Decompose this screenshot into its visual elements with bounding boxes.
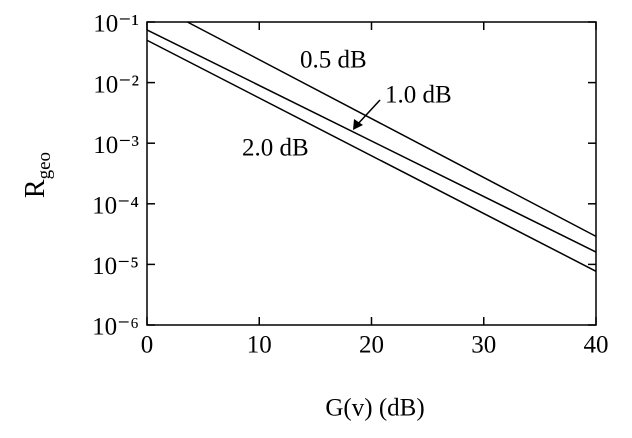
series-label: 2.0 dB bbox=[242, 135, 309, 162]
y-tick-label: 10⁻⁴ bbox=[92, 193, 139, 220]
y-axis-label: Rgeo bbox=[20, 152, 55, 198]
y-tick-label: 10⁻² bbox=[93, 71, 139, 98]
x-tick-label: 30 bbox=[471, 332, 496, 359]
annotation-arrowhead bbox=[353, 119, 363, 130]
x-tick-label: 20 bbox=[359, 332, 384, 359]
series-line bbox=[187, 21, 597, 238]
y-axis-label-main: R bbox=[20, 179, 51, 198]
plot-frame bbox=[146, 21, 597, 326]
y-axis-label-sub: geo bbox=[34, 152, 55, 179]
y-tick-label: 10⁻⁶ bbox=[92, 314, 139, 341]
x-tick-label: 10 bbox=[247, 332, 272, 359]
y-tick-label: 10⁻⁵ bbox=[92, 253, 139, 280]
series-label: 1.0 dB bbox=[385, 82, 452, 109]
series-line bbox=[146, 29, 597, 253]
x-tick-label: 40 bbox=[584, 332, 609, 359]
x-tick-label: 0 bbox=[141, 332, 154, 359]
annotation-arrow bbox=[355, 99, 381, 127]
series-line bbox=[146, 39, 597, 272]
y-tick-label: 10⁻¹ bbox=[93, 11, 139, 38]
y-tick-label: 10⁻³ bbox=[93, 132, 139, 159]
series-label: 0.5 dB bbox=[300, 47, 367, 74]
x-axis-label: G(v) (dB) bbox=[325, 395, 424, 422]
